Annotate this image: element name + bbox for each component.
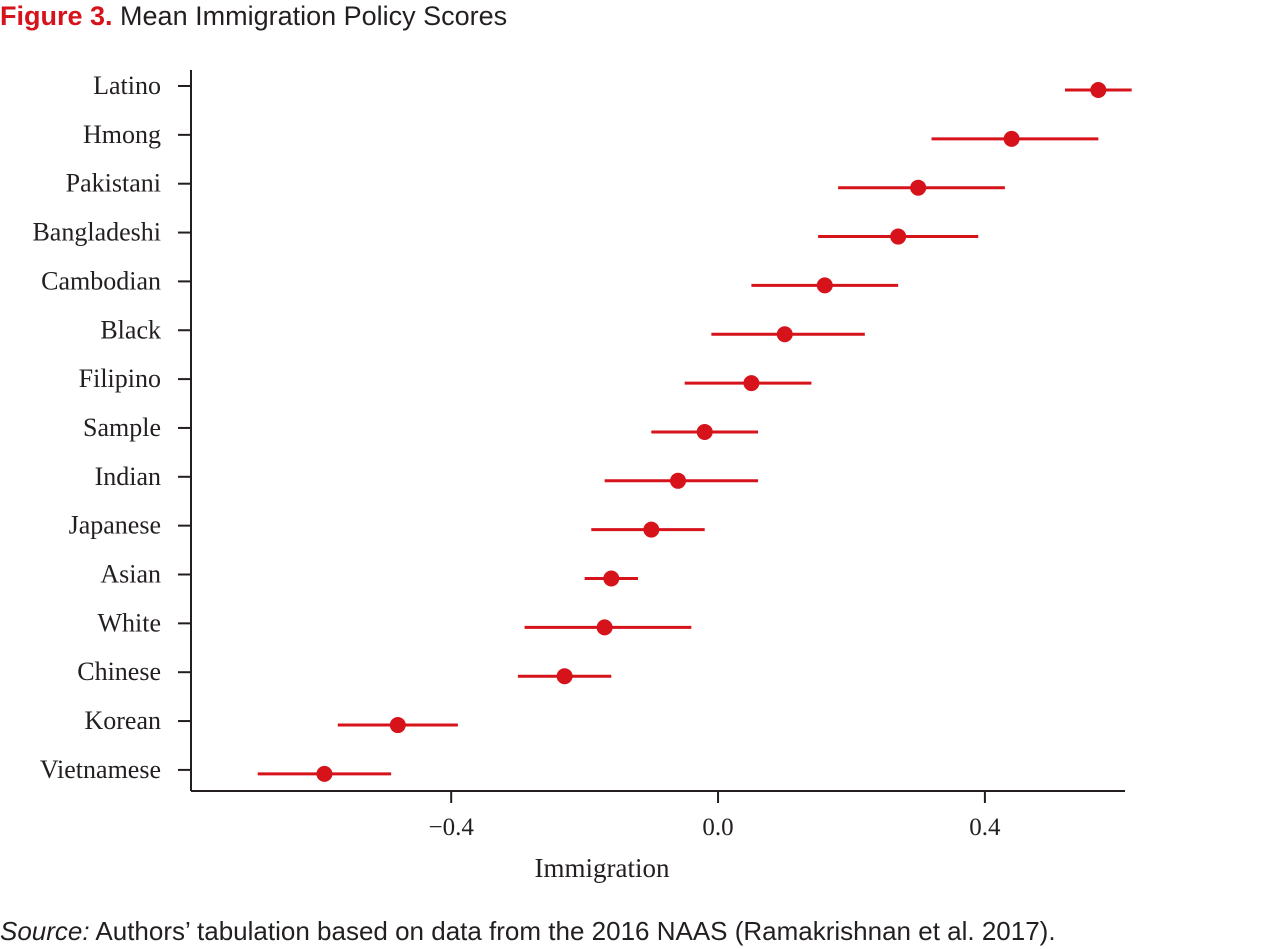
category-label: Sample xyxy=(83,413,161,442)
category-label: Latino xyxy=(93,71,161,100)
figure-title-text: Mean Immigration Policy Scores xyxy=(120,1,508,31)
source-text: Authors’ tabulation based on data from t… xyxy=(89,916,1056,946)
category-label: Bangladeshi xyxy=(32,218,161,247)
mean-point xyxy=(890,228,907,245)
figure-number: Figure 3. xyxy=(0,1,113,31)
category-label: Black xyxy=(100,315,161,344)
category-label: Vietnamese xyxy=(40,755,161,784)
mean-point xyxy=(389,717,406,734)
source-label: Source: xyxy=(0,916,90,946)
mean-point xyxy=(776,326,793,343)
mean-point xyxy=(603,570,620,587)
category-label: Japanese xyxy=(69,511,161,540)
x-axis-title: Immigration xyxy=(535,853,670,883)
x-tick-label: 0.0 xyxy=(702,814,733,841)
mean-point xyxy=(816,277,833,294)
figure-title: Figure 3. Mean Immigration Policy Scores xyxy=(0,0,507,32)
category-label: Asian xyxy=(100,560,161,589)
chart-marks xyxy=(257,82,1132,782)
category-label: Hmong xyxy=(83,120,161,149)
x-tick-label: −0.4 xyxy=(429,814,475,841)
mean-point xyxy=(743,375,760,392)
mean-point xyxy=(696,423,713,440)
dot-whisker-chart: −0.4 0.0 0.4 Latino Hmong Pakistani Bangladesh… xyxy=(32,70,1132,883)
source-note: Source: Authors’ tabulation based on dat… xyxy=(0,914,1056,948)
category-label: Pakistani xyxy=(66,169,161,198)
mean-point xyxy=(910,179,927,196)
category-label: Indian xyxy=(95,462,161,491)
mean-point xyxy=(1003,130,1020,147)
category-label: Chinese xyxy=(77,657,161,686)
category-label: Cambodian xyxy=(41,266,161,295)
mean-point xyxy=(556,668,573,685)
category-label: Korean xyxy=(84,706,161,735)
mean-point xyxy=(316,765,333,782)
mean-point xyxy=(1090,82,1107,98)
x-tick-label: 0.4 xyxy=(969,814,1001,841)
category-label: White xyxy=(97,608,161,637)
axes: −0.4 0.0 0.4 Latino Hmong Pakistani Bangladesh… xyxy=(32,70,1125,841)
mean-point xyxy=(670,472,687,489)
category-label: Filipino xyxy=(79,364,161,393)
mean-point xyxy=(643,521,660,538)
mean-point xyxy=(596,619,613,636)
